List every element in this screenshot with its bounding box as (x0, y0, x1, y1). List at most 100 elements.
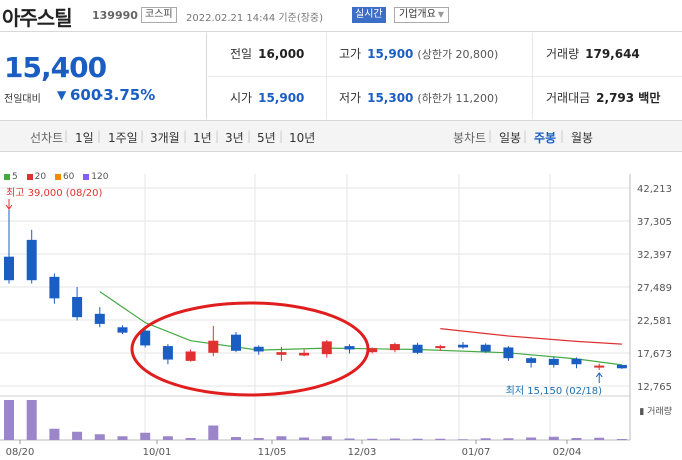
volume-bar (140, 432, 151, 440)
info-row: 시가 15,900 저가 15,300 (하한가 11,200) 거래대금 2,793 … (208, 76, 682, 119)
info-row: 전일 16,000 고가 15,900 (상한가 20,800) 거래량 179,644 (208, 33, 682, 76)
volume-bar (526, 437, 537, 440)
volume-bar (253, 438, 264, 440)
open-value: 15,900 (258, 91, 305, 105)
x-tick-label: 12/03 (348, 447, 377, 458)
candle-body (49, 276, 60, 299)
volume-bar (26, 400, 37, 440)
candle-body (435, 346, 446, 349)
volume-bar (4, 400, 14, 440)
tab-10y[interactable]: 10년 (289, 131, 316, 145)
candle-body (185, 351, 196, 361)
high-cell: 고가 15,900 (상한가 20,800) (339, 33, 498, 76)
stock-name: 아주스틸 (2, 6, 73, 30)
low-annotation: 최저 15,150 (02/18) (506, 385, 602, 397)
volume-bar (72, 431, 83, 440)
volume-bar (185, 438, 196, 440)
candle-body (140, 330, 151, 346)
volume-bar (389, 438, 400, 440)
volume-bar (276, 436, 287, 440)
y-tick-label: 22,581 (637, 316, 672, 327)
company-info-button[interactable]: 기업개요 ▼ (394, 7, 449, 23)
volume-value: 179,644 (585, 47, 640, 61)
upper-limit: (상한가 20,800) (417, 48, 499, 61)
candle-body (344, 346, 355, 350)
tab-monthly[interactable]: 월봉 (571, 131, 594, 145)
volume-bar (412, 438, 423, 440)
legend-label: 120 (91, 172, 109, 182)
high-annotation: 최고 39,000 (08/20) (6, 187, 102, 199)
legend-ma60: 60 (54, 172, 75, 182)
prev-close-label: 전일 (230, 47, 253, 61)
divider: | (560, 129, 565, 143)
company-info-label: 기업개요 (399, 9, 436, 20)
price-panel: 15,400 전일대비 ▼ 600 -3.75% (0, 33, 207, 119)
diff-rate: -3.75% (97, 86, 156, 104)
y-tick-label: 32,397 (637, 250, 672, 261)
candle-body (253, 346, 264, 352)
legend-swatch (4, 173, 10, 180)
candle-body (367, 348, 378, 353)
y-tick-label: 27,489 (637, 283, 672, 294)
x-tick-label: 02/04 (553, 447, 582, 458)
low-cell: 저가 15,300 (하한가 11,200) (339, 77, 498, 120)
tab-1y[interactable]: 1년 (193, 131, 212, 145)
candle-body (208, 340, 219, 353)
x-tick-label: 01/07 (462, 447, 491, 458)
candle-body (480, 344, 491, 352)
legend-swatch (54, 173, 61, 180)
x-tick-label: 08/20 (6, 447, 35, 458)
volume-label: 거래량 (546, 47, 580, 61)
amount-label: 거래대금 (546, 91, 591, 105)
high-arrow-head (5, 204, 13, 210)
candle-body (4, 256, 14, 281)
y-tick-label: 37,305 (637, 217, 672, 228)
candle-body (162, 346, 173, 360)
candle-body (548, 358, 559, 365)
prev-close-value: 16,000 (258, 47, 305, 61)
market-badge: 코스피 (141, 7, 177, 23)
volume-bar (162, 436, 173, 440)
quote-info-table: 전일 16,000 고가 15,900 (상한가 20,800) 거래량 179,644… (208, 33, 682, 119)
tab-5y[interactable]: 5년 (257, 131, 276, 145)
y-tick-label: 42,213 (637, 184, 672, 195)
volume-bar (208, 425, 219, 440)
divider: | (140, 129, 145, 143)
candle-body (458, 344, 468, 348)
tab-1d[interactable]: 1일 (75, 131, 94, 145)
volume-bar (571, 438, 582, 440)
volume-bar (321, 436, 332, 440)
candle-body (389, 344, 400, 351)
tab-3m[interactable]: 3개월 (150, 131, 180, 145)
divider: | (183, 129, 188, 143)
ma20-line (440, 328, 622, 345)
legend-ma5: 5 (4, 172, 18, 182)
tab-daily[interactable]: 일봉 (499, 131, 522, 145)
tab-3y[interactable]: 3년 (225, 131, 244, 145)
volume-bar (231, 437, 241, 440)
candle-body (594, 365, 605, 368)
diff-value: 600 (70, 86, 102, 104)
candle-body (321, 341, 332, 355)
tab-1w[interactable]: 1주일 (108, 131, 138, 145)
y-tick-label: 17,673 (637, 349, 672, 360)
volume-bar (616, 439, 627, 440)
legend-label: 60 (62, 172, 75, 182)
volume-cell: 거래량 179,644 (546, 33, 640, 76)
ma5-line (99, 291, 622, 366)
divider: | (97, 129, 102, 143)
y-tick-label: 12,765 (637, 382, 672, 393)
volume-bar (367, 438, 378, 440)
volume-bar (458, 439, 468, 440)
tab-weekly[interactable]: 주봉 (534, 131, 557, 145)
stock-header: 아주스틸 139990 코스피 2022.02.21 14:44 기준(장중) … (0, 0, 682, 32)
volume-bar (49, 428, 60, 440)
realtime-button[interactable]: 실시간 (352, 7, 386, 23)
lower-limit: (하한가 11,200) (417, 92, 499, 105)
low-label: 저가 (339, 91, 362, 105)
down-triangle-icon: ▼ (57, 88, 67, 102)
quote-datetime: 2022.02.21 14:44 기준(장중) (186, 13, 324, 24)
candle-body (72, 297, 83, 318)
high-value: 15,900 (367, 47, 414, 61)
divider: | (279, 129, 284, 143)
